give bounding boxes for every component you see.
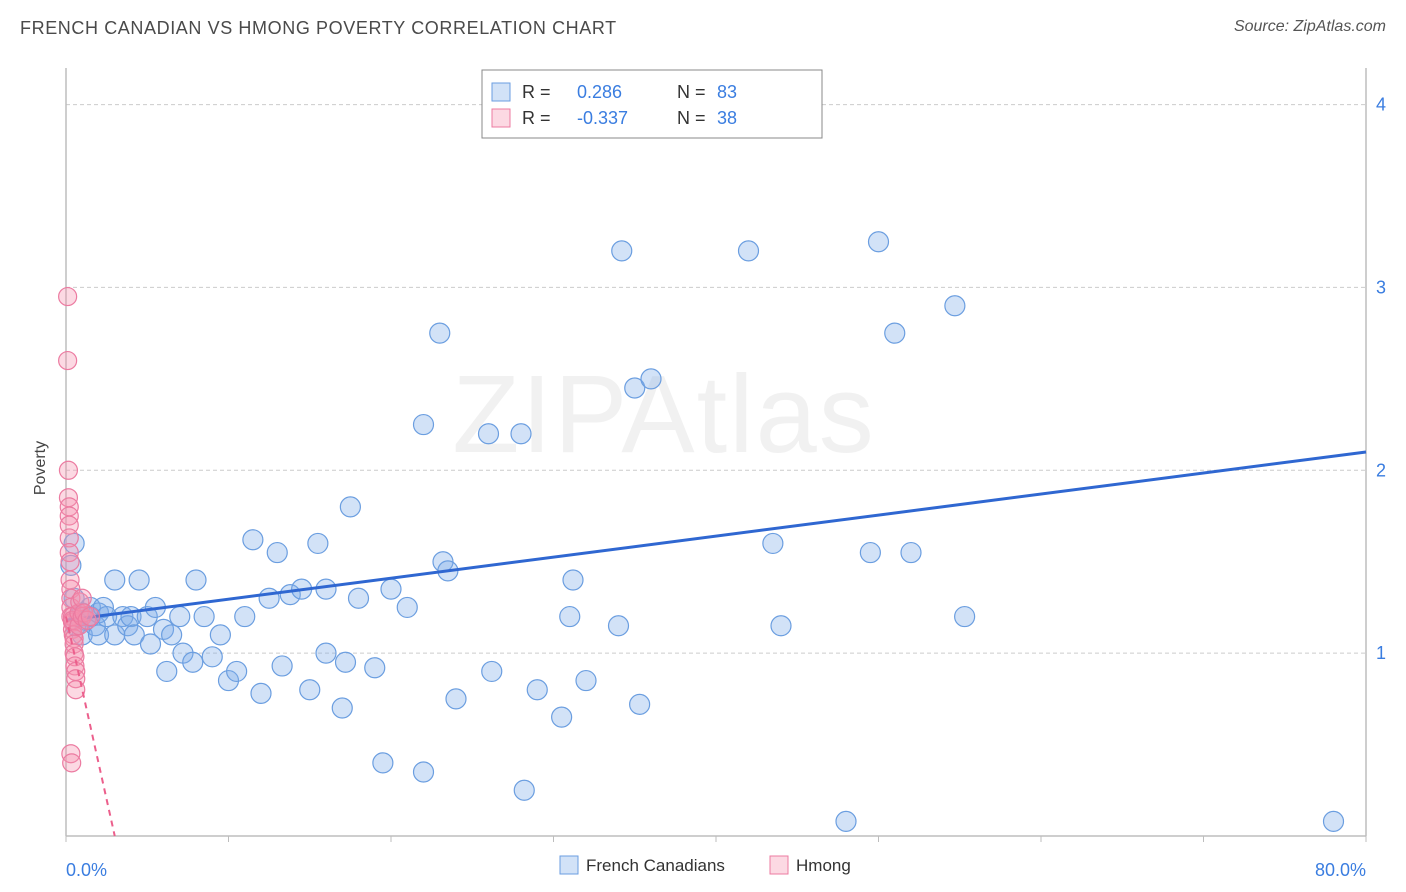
scatter-chart-svg: 10.0% 20.0% 30.0% 40.0% 0.0% 80.0% ZIPAtlas R =… — [20, 56, 1386, 880]
svg-text:80.0%: 80.0% — [1315, 860, 1366, 880]
svg-text:French Canadians: French Canadians — [586, 856, 725, 875]
source-label: Source: — [1234, 18, 1294, 35]
svg-text:Hmong: Hmong — [796, 856, 851, 875]
svg-text:30.0%: 30.0% — [1376, 277, 1386, 297]
svg-text:40.0%: 40.0% — [1376, 95, 1386, 115]
chart-title: FRENCH CANADIAN VS HMONG POVERTY CORRELA… — [20, 18, 617, 39]
svg-text:N =: N = — [677, 82, 706, 102]
svg-text:20.0%: 20.0% — [1376, 460, 1386, 480]
watermark-text: ZIPAtlas — [452, 353, 876, 476]
svg-text:10.0%: 10.0% — [1376, 643, 1386, 663]
svg-text:38: 38 — [717, 108, 737, 128]
svg-text:R =: R = — [522, 82, 551, 102]
series-french-canadians — [61, 232, 1366, 832]
svg-text:N =: N = — [677, 108, 706, 128]
series-hmong — [59, 288, 115, 836]
svg-text:0.0%: 0.0% — [66, 860, 107, 880]
series-legend: French Canadians Hmong — [560, 856, 851, 875]
svg-text:83: 83 — [717, 82, 737, 102]
stats-legend: R = 0.286 N = 83 R = -0.337 N = 38 — [482, 70, 822, 138]
chart-area: Poverty 10.0% 20.0% 30.0% 40.0% 0.0% 80.0% ZIP… — [20, 56, 1386, 880]
source-line: Source: ZipAtlas.com — [1234, 18, 1386, 39]
y-axis-label: Poverty — [32, 441, 50, 495]
svg-text:R =: R = — [522, 108, 551, 128]
svg-text:-0.337: -0.337 — [577, 108, 628, 128]
svg-text:0.286: 0.286 — [577, 82, 622, 102]
source-value: ZipAtlas.com — [1294, 18, 1386, 35]
